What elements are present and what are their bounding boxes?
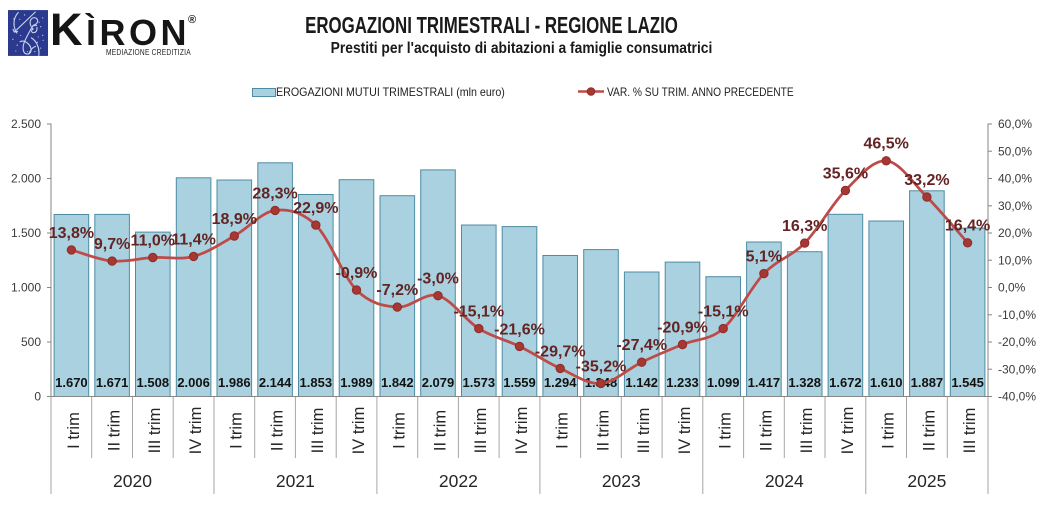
svg-text:2.000: 2.000 <box>11 172 41 186</box>
svg-text:2.079: 2.079 <box>422 375 455 390</box>
svg-text:III trim: III trim <box>472 408 490 454</box>
svg-text:46,5%: 46,5% <box>864 136 909 153</box>
svg-text:I trim: I trim <box>228 412 246 449</box>
svg-text:IV trim: IV trim <box>187 407 205 455</box>
svg-text:2.006: 2.006 <box>177 375 210 390</box>
svg-text:1.986: 1.986 <box>218 375 251 390</box>
svg-text:22,9%: 22,9% <box>293 200 338 217</box>
svg-text:30,0%: 30,0% <box>998 199 1032 213</box>
svg-text:1.559: 1.559 <box>503 375 536 390</box>
svg-text:5,1%: 5,1% <box>746 249 782 266</box>
svg-text:13,8%: 13,8% <box>49 225 94 242</box>
svg-text:11,4%: 11,4% <box>171 231 215 248</box>
svg-text:20,0%: 20,0% <box>998 226 1032 240</box>
svg-text:1.573: 1.573 <box>463 375 496 390</box>
svg-text:II trim: II trim <box>594 410 612 451</box>
svg-text:1.294: 1.294 <box>544 375 577 390</box>
svg-text:2020: 2020 <box>113 471 152 491</box>
svg-text:1.000: 1.000 <box>11 281 41 295</box>
svg-text:1.417: 1.417 <box>748 375 781 390</box>
svg-text:0: 0 <box>34 390 41 404</box>
svg-text:1.672: 1.672 <box>829 375 862 390</box>
svg-text:1.508: 1.508 <box>137 375 170 390</box>
svg-text:35,6%: 35,6% <box>823 165 868 182</box>
svg-text:-20,9%: -20,9% <box>657 319 708 336</box>
svg-text:III trim: III trim <box>798 408 816 454</box>
svg-text:1.887: 1.887 <box>911 375 944 390</box>
svg-text:1.671: 1.671 <box>96 375 129 390</box>
svg-text:III trim: III trim <box>635 408 653 454</box>
svg-text:50,0%: 50,0% <box>998 144 1032 158</box>
svg-text:1.545: 1.545 <box>951 375 984 390</box>
svg-text:1.142: 1.142 <box>625 375 658 390</box>
svg-text:-20,0%: -20,0% <box>998 335 1036 349</box>
svg-text:16,3%: 16,3% <box>782 218 827 235</box>
svg-text:2025: 2025 <box>907 471 946 491</box>
svg-text:IV trim: IV trim <box>676 407 694 455</box>
svg-text:-21,6%: -21,6% <box>494 321 545 338</box>
svg-text:2022: 2022 <box>439 471 478 491</box>
svg-text:-35,2%: -35,2% <box>576 358 627 375</box>
svg-text:IV trim: IV trim <box>350 407 368 455</box>
svg-text:I trim: I trim <box>717 412 735 449</box>
svg-text:1.610: 1.610 <box>870 375 903 390</box>
svg-text:-15,1%: -15,1% <box>453 304 504 321</box>
svg-text:-7,2%: -7,2% <box>376 282 418 299</box>
svg-text:1.500: 1.500 <box>11 226 41 240</box>
svg-text:-27,4%: -27,4% <box>616 337 667 354</box>
svg-text:1.328: 1.328 <box>788 375 821 390</box>
svg-text:II trim: II trim <box>105 410 123 451</box>
svg-text:-10,0%: -10,0% <box>998 308 1036 322</box>
svg-text:11,0%: 11,0% <box>131 232 175 249</box>
svg-text:-40,0%: -40,0% <box>998 390 1036 404</box>
svg-text:16,4%: 16,4% <box>945 218 990 235</box>
svg-text:II trim: II trim <box>431 410 449 451</box>
svg-text:II trim: II trim <box>920 410 938 451</box>
svg-text:0,0%: 0,0% <box>998 281 1026 295</box>
svg-text:2.500: 2.500 <box>11 117 41 131</box>
svg-text:1.233: 1.233 <box>666 375 699 390</box>
svg-text:III trim: III trim <box>961 408 979 454</box>
svg-text:33,2%: 33,2% <box>904 172 949 189</box>
svg-text:IV trim: IV trim <box>839 407 857 455</box>
svg-text:-0,9%: -0,9% <box>336 265 378 282</box>
svg-text:2.144: 2.144 <box>259 375 292 390</box>
svg-text:2024: 2024 <box>765 471 804 491</box>
svg-text:I trim: I trim <box>65 412 83 449</box>
svg-text:-29,7%: -29,7% <box>535 343 586 360</box>
svg-text:1.989: 1.989 <box>340 375 373 390</box>
svg-text:II trim: II trim <box>757 410 775 451</box>
svg-text:60,0%: 60,0% <box>998 117 1032 131</box>
svg-text:I trim: I trim <box>554 412 572 449</box>
svg-text:1.853: 1.853 <box>300 375 333 390</box>
svg-text:III trim: III trim <box>309 408 327 454</box>
svg-text:40,0%: 40,0% <box>998 172 1032 186</box>
svg-text:-3,0%: -3,0% <box>417 271 459 288</box>
svg-text:III trim: III trim <box>146 408 164 454</box>
svg-text:I trim: I trim <box>880 412 898 449</box>
svg-text:-30,0%: -30,0% <box>998 362 1036 376</box>
svg-text:II trim: II trim <box>269 410 287 451</box>
svg-text:2023: 2023 <box>602 471 641 491</box>
svg-text:10,0%: 10,0% <box>998 253 1032 267</box>
svg-text:18,9%: 18,9% <box>212 211 257 228</box>
svg-text:2021: 2021 <box>276 471 315 491</box>
svg-text:I trim: I trim <box>391 412 409 449</box>
svg-text:-15,1%: -15,1% <box>698 304 749 321</box>
svg-text:1.842: 1.842 <box>381 375 414 390</box>
svg-text:1.099: 1.099 <box>707 375 740 390</box>
svg-text:IV trim: IV trim <box>513 407 531 455</box>
svg-text:9,7%: 9,7% <box>94 236 130 253</box>
svg-text:28,3%: 28,3% <box>252 185 297 202</box>
svg-text:500: 500 <box>21 335 41 349</box>
svg-text:1.670: 1.670 <box>55 375 88 390</box>
